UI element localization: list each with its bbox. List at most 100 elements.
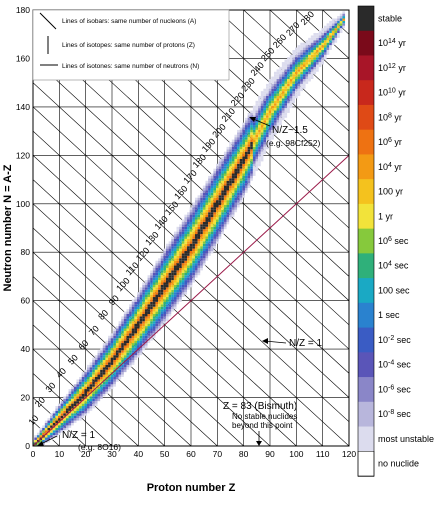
nuclide-cell bbox=[252, 151, 256, 155]
colorbar-swatch bbox=[358, 179, 374, 205]
nuclide-cell bbox=[234, 175, 238, 179]
colorbar-label: 108 yr bbox=[378, 112, 402, 122]
nuclide-cell bbox=[268, 132, 272, 135]
nuclide-cell bbox=[258, 122, 261, 126]
nuclide-cell bbox=[231, 146, 235, 150]
nuclide-cell bbox=[58, 430, 61, 433]
nuclide-cell bbox=[58, 425, 61, 428]
nuclide-cell bbox=[213, 238, 217, 242]
nuclide-cell bbox=[213, 180, 217, 184]
nuclide-cell bbox=[60, 430, 64, 433]
nuclide-cell bbox=[223, 217, 227, 220]
nuclide-cell bbox=[187, 241, 190, 244]
nuclide-cell bbox=[194, 236, 198, 239]
nuclide-cell bbox=[158, 287, 161, 290]
nuclide-cell bbox=[284, 112, 288, 116]
nuclide-cell bbox=[115, 335, 119, 339]
nuclide-cell bbox=[200, 260, 203, 264]
nuclide-cell bbox=[276, 110, 280, 113]
nuclide-cell bbox=[202, 238, 206, 242]
nuclide-cell bbox=[176, 294, 180, 298]
nuclide-cell bbox=[115, 352, 119, 356]
nuclide-cell bbox=[221, 163, 224, 167]
nuclide-cell bbox=[305, 59, 309, 63]
nuclide-cell bbox=[110, 367, 114, 370]
nuclide-cell bbox=[297, 66, 301, 70]
x-tick-label: 110 bbox=[316, 449, 330, 459]
nuclide-cell bbox=[189, 253, 193, 256]
nuclide-cell bbox=[276, 98, 280, 101]
nuclide-cell bbox=[289, 103, 293, 106]
nuclide-cell bbox=[181, 282, 185, 285]
nuclide-cell bbox=[71, 420, 74, 423]
nuclide-cell bbox=[205, 204, 209, 208]
nuclide-cell bbox=[244, 117, 248, 121]
nuclide-cell bbox=[184, 287, 188, 290]
nuclide-cell bbox=[134, 313, 138, 317]
nuclide-cell bbox=[339, 28, 343, 31]
nuclide-cell bbox=[63, 408, 66, 411]
nuclide-cell bbox=[218, 221, 222, 225]
nuclide-cell bbox=[221, 158, 224, 162]
nuclide-cell bbox=[210, 246, 214, 249]
nuclide-cell bbox=[194, 197, 198, 201]
nuclide-cell bbox=[252, 168, 256, 172]
nz15-arrowhead bbox=[249, 117, 256, 122]
nuclide-cell bbox=[89, 389, 93, 392]
nuclide-cell bbox=[213, 234, 217, 237]
nuclide-cell bbox=[89, 408, 93, 411]
nuclide-cell bbox=[163, 294, 166, 298]
nuclide-cell bbox=[84, 391, 87, 394]
nuclide-cell bbox=[223, 192, 227, 196]
nuclide-cell bbox=[313, 45, 317, 48]
nuclide-cell bbox=[197, 197, 201, 201]
colorbar-label: 100 sec bbox=[378, 285, 410, 295]
nuclide-cell bbox=[79, 391, 82, 394]
nuclide-cell bbox=[94, 357, 98, 361]
nuclide-cell bbox=[239, 144, 243, 147]
nuclide-cell bbox=[300, 42, 303, 46]
nuclide-cell bbox=[137, 301, 140, 305]
nuclide-cell bbox=[237, 134, 240, 138]
nuclide-cell bbox=[86, 408, 90, 411]
nuclide-cell bbox=[292, 83, 296, 87]
nuclide-cell bbox=[242, 144, 245, 147]
nuclide-cell bbox=[102, 357, 106, 361]
nuclide-cell bbox=[323, 40, 327, 43]
nuclide-cell bbox=[250, 112, 253, 116]
colorbar-label: 104 sec bbox=[378, 261, 409, 271]
x-tick-label: 30 bbox=[107, 449, 117, 459]
nuclide-cell bbox=[197, 231, 201, 235]
colorbar-swatch bbox=[358, 129, 374, 155]
nuclide-cell bbox=[302, 79, 306, 82]
nuclide-cell bbox=[176, 270, 180, 273]
nuclide-cell bbox=[287, 100, 290, 104]
nuclide-cell bbox=[297, 86, 301, 89]
nuclide-cell bbox=[239, 168, 243, 172]
nuclide-cell bbox=[137, 355, 140, 358]
nuclide-cell bbox=[260, 144, 264, 147]
nuclide-cell bbox=[142, 333, 145, 336]
nuclide-cell bbox=[316, 40, 319, 43]
nuclide-cell bbox=[247, 161, 251, 164]
nuclide-cell bbox=[289, 91, 293, 94]
nuclide-cell bbox=[110, 335, 114, 339]
nuclide-cell bbox=[73, 386, 77, 390]
nuclide-cell bbox=[316, 47, 319, 50]
nuclide-cell bbox=[84, 406, 87, 409]
nuclide-cell bbox=[126, 367, 130, 370]
nuclide-cell bbox=[189, 263, 193, 266]
nuclide-cell bbox=[210, 190, 214, 193]
nuclide-cell bbox=[260, 151, 264, 155]
nuclide-cell bbox=[160, 280, 164, 283]
nuclide-cell bbox=[163, 251, 166, 254]
nuclide-cell bbox=[36, 432, 40, 436]
nuclide-cell bbox=[226, 190, 230, 193]
nuclide-cell bbox=[118, 340, 122, 344]
nuclide-cell bbox=[223, 178, 227, 181]
nuclide-cell bbox=[58, 413, 61, 416]
nuclide-cell bbox=[126, 360, 130, 363]
nuclide-cell bbox=[252, 144, 256, 147]
nuclide-cell bbox=[86, 398, 90, 402]
nuclide-cell bbox=[118, 345, 122, 348]
